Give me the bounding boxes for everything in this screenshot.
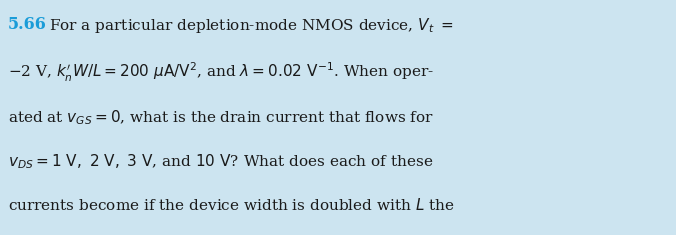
Text: ated at $v_{GS} = 0$, what is the drain current that flows for: ated at $v_{GS} = 0$, what is the drain …	[8, 108, 434, 127]
Text: $v_{DS} = 1\ \mathrm{V},\ 2\ \mathrm{V},\ 3\ \mathrm{V}$, and $10\ \mathrm{V}$? : $v_{DS} = 1\ \mathrm{V},\ 2\ \mathrm{V},…	[8, 153, 433, 172]
Text: $-$2 V, $k_n^{\prime}W/L = 200\ \mu\mathrm{A/V}^2$, and $\lambda = 0.02\ \mathrm: $-$2 V, $k_n^{\prime}W/L = 200\ \mu\math…	[8, 61, 434, 84]
Text: 5.66: 5.66	[8, 16, 47, 33]
Text: For a particular depletion-mode NMOS device, $V_t\ =$: For a particular depletion-mode NMOS dev…	[49, 16, 454, 35]
Text: currents become if the device width is doubled with $L$ the: currents become if the device width is d…	[8, 197, 455, 213]
